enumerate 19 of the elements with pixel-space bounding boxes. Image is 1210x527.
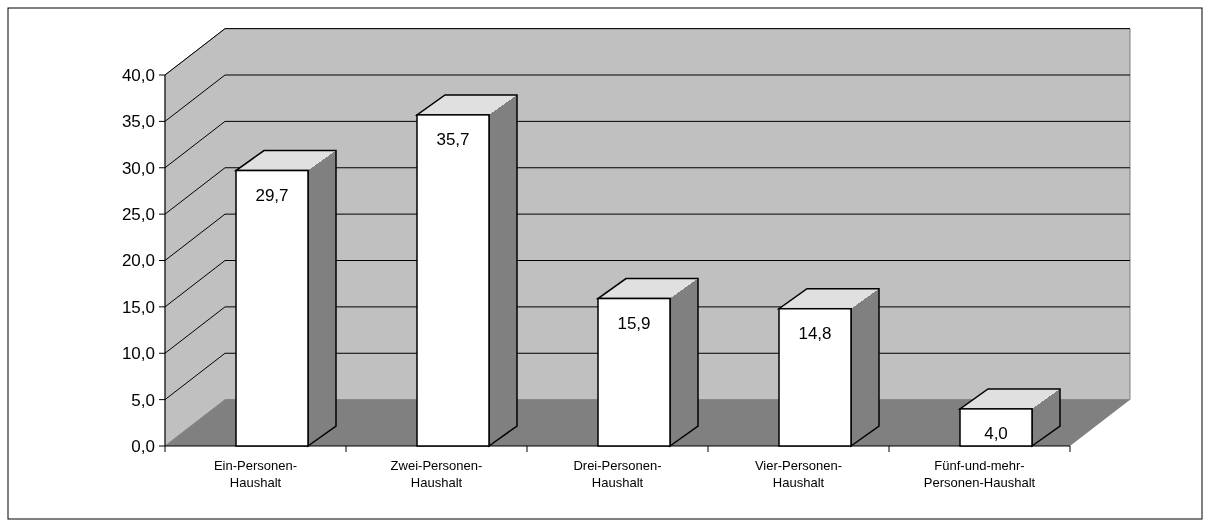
x-tick-label: Zwei-Personen- Haushalt <box>390 458 483 490</box>
x-tick-label: Fünf-und-mehr- Personen-Haushalt <box>923 458 1036 490</box>
y-tick-label: 0,0 <box>131 436 155 456</box>
y-tick-label: 15,0 <box>121 297 155 317</box>
data-label: 29,7 <box>255 185 289 205</box>
x-tick-label: Drei-Personen- Haushalt <box>573 458 662 490</box>
data-label: 14,8 <box>798 323 832 343</box>
data-label: 15,9 <box>617 313 651 333</box>
y-tick-label: 40,0 <box>121 65 155 85</box>
data-label: 35,7 <box>436 129 470 149</box>
x-tick-label: Vier-Personen- Haushalt <box>754 458 843 490</box>
y-tick-label: 30,0 <box>121 158 155 178</box>
y-tick-label: 25,0 <box>121 205 155 225</box>
y-tick-label: 20,0 <box>121 251 155 271</box>
y-tick-label: 10,0 <box>121 344 155 364</box>
y-tick-label: 5,0 <box>131 390 155 410</box>
y-tick-label: 35,0 <box>121 112 155 132</box>
x-tick-label: Ein-Personen- Haushalt <box>213 458 298 490</box>
data-label: 4,0 <box>984 423 1008 443</box>
